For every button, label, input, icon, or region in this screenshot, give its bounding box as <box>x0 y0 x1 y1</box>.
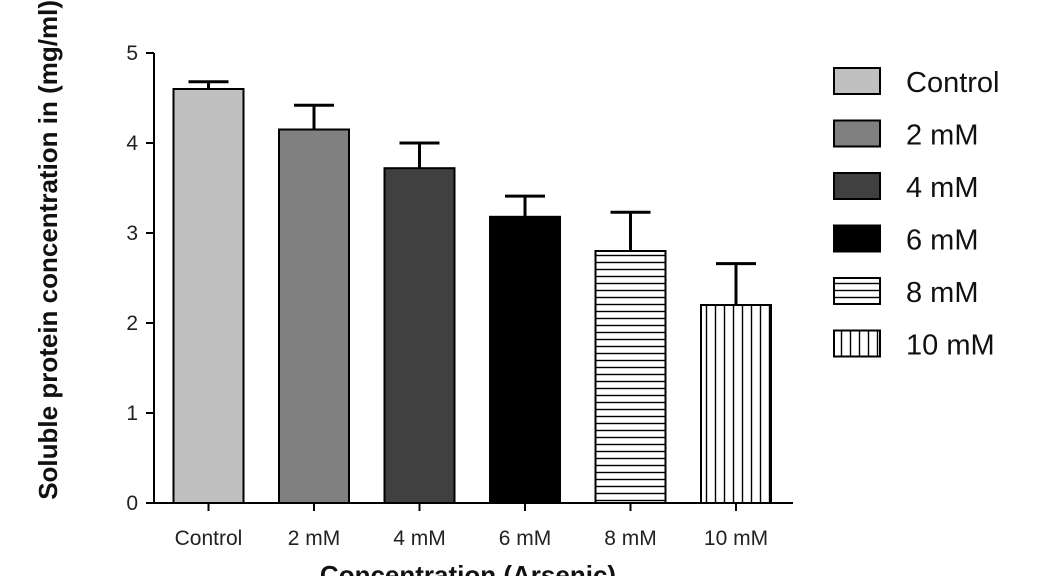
x-tick-label: 4 mM <box>393 527 446 550</box>
bar <box>172 88 245 504</box>
y-tick-label: 0 <box>126 492 138 515</box>
legend-swatch <box>833 329 881 358</box>
legend-label: 8 mM <box>906 277 979 309</box>
x-tick-label: Control <box>175 527 243 550</box>
bar <box>383 167 456 504</box>
x-axis-title: Concentration (Arsenic) <box>320 560 616 576</box>
legend-label: 2 mM <box>906 120 979 152</box>
bar <box>594 250 667 504</box>
bar <box>700 304 772 504</box>
legend-label: 10 mM <box>906 330 995 362</box>
legend-label: 4 mM <box>906 172 979 204</box>
y-tick-label: 2 <box>126 312 138 335</box>
legend: Control 2 mM 4 mM 6 mM 8 mM 10 mM <box>833 67 1000 362</box>
y-tick-label: 4 <box>126 132 138 155</box>
x-tick-label: 2 mM <box>288 527 341 550</box>
x-tick-label: 8 mM <box>604 527 657 550</box>
legend-swatch <box>833 224 881 253</box>
legend-label: Control <box>906 67 1000 99</box>
bar <box>489 215 561 505</box>
legend-swatch <box>833 67 881 95</box>
legend-swatch <box>833 277 881 305</box>
y-tick-label: 3 <box>126 222 138 245</box>
y-axis-title: Soluble protein concentration in (mg/ml) <box>33 0 63 500</box>
legend-label: 6 mM <box>906 225 979 257</box>
y-tick-label: 5 <box>126 42 138 65</box>
y-tick-label: 1 <box>126 402 138 425</box>
x-tick-label: 10 mM <box>704 527 768 550</box>
x-tick-label: 6 mM <box>499 527 552 550</box>
legend-swatch <box>833 172 881 200</box>
legend-swatch <box>833 119 881 148</box>
bar <box>278 128 350 504</box>
